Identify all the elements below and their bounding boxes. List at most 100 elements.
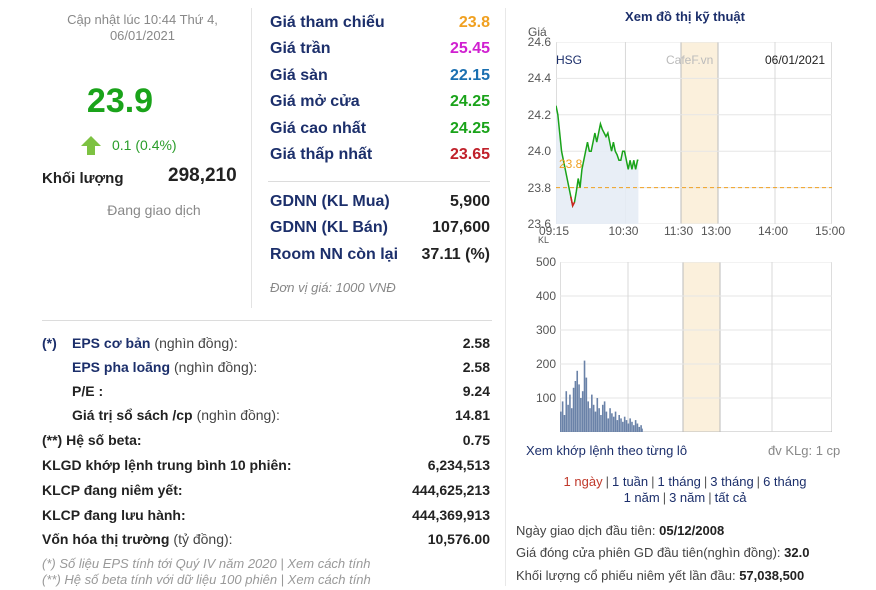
volume-bar: [587, 401, 589, 432]
divider: [505, 8, 506, 586]
volume-bar: [629, 418, 631, 432]
listing-info-row: Ngày giao dịch đầu tiên: 05/12/2008: [516, 523, 724, 538]
foreign-row-value: 107,600: [432, 219, 490, 236]
volume-bar: [589, 408, 591, 432]
stat-name: EPS cơ bản: [72, 335, 151, 351]
volume-unit-note: đv KLg: 1 cp: [768, 443, 841, 458]
volume-bar: [627, 423, 630, 432]
foreign-row-label: GDNN (KL Mua): [270, 193, 390, 210]
volume-bar: [580, 398, 582, 432]
price-row: Giá trần 25.45: [270, 38, 490, 60]
price-row: Giá mở cửa 24.25: [270, 91, 490, 113]
price-row-label: Giá sàn: [270, 67, 328, 84]
volume-bar: [578, 384, 580, 432]
stat-value: 444,369,913: [412, 507, 490, 523]
volume-grid: [560, 262, 832, 432]
foreign-row: GDNN (KL Bán) 107,600: [270, 217, 490, 239]
volume-bar: [598, 408, 600, 432]
price-row-value: 22.15: [449, 67, 490, 84]
eps-footnote[interactable]: (*) Số liệu EPS tính tới Quý IV năm 2020…: [42, 556, 371, 571]
price-row: Giá sàn 22.15: [270, 65, 490, 87]
separator: |: [703, 474, 708, 489]
price-unit-note: Đơn vị giá: 1000 VNĐ: [270, 280, 396, 295]
separator: |: [708, 490, 712, 505]
stat-unit: (nghìn đồng):: [196, 407, 280, 423]
volume-bars: [560, 360, 643, 432]
price-x-tick: 09:15: [539, 224, 570, 238]
separator: |: [756, 474, 761, 489]
trading-status: Đang giao dịch: [107, 202, 201, 218]
volume-bar: [634, 420, 637, 432]
price-row-value: 23.8: [458, 14, 490, 31]
separator: |: [662, 490, 667, 505]
range-link[interactable]: 1 tuần: [611, 474, 649, 489]
volume-y-tick: 200: [535, 357, 556, 371]
stat-value: 14.81: [454, 407, 490, 423]
volume-bar: [636, 423, 639, 432]
range-link[interactable]: 1 tháng: [657, 474, 701, 489]
volume-bar: [641, 428, 643, 432]
chart-date: 06/01/2021: [765, 53, 826, 67]
price-area: [556, 105, 639, 224]
price-row-label: Giá thấp nhất: [270, 146, 373, 163]
range-link[interactable]: 6 tháng: [763, 474, 807, 489]
volume-bar: [581, 391, 584, 432]
listing-info-label: Giá đóng cửa phiên GD đầu tiên(nghìn đồn…: [516, 545, 785, 560]
current-price: 23.9: [86, 82, 154, 120]
price-row-value: 24.25: [449, 93, 490, 110]
price-row: Giá tham chiếu 23.8: [270, 12, 490, 34]
stat-row: (*) EPS cơ bản (nghìn đồng): 2.58: [42, 333, 490, 353]
volume-bar: [625, 420, 628, 432]
volume-y-tick: 500: [535, 255, 556, 269]
volume-bar: [560, 411, 562, 432]
stat-value: 444,625,213: [412, 482, 490, 498]
stat-name: Giá trị sổ sách /cp: [72, 407, 193, 423]
volume-bar: [596, 398, 599, 432]
volume-bar: [609, 408, 611, 432]
stat-value: 9.24: [462, 383, 490, 399]
reference-price-label: 23.8: [559, 157, 583, 171]
range-link[interactable]: 1 ngày: [563, 474, 603, 489]
range-link[interactable]: tất cả: [714, 490, 747, 505]
match-by-lot-link[interactable]: Xem khớp lệnh theo từng lô: [526, 443, 688, 458]
volume-label: Khối lượng: [42, 170, 124, 187]
range-link[interactable]: 1 năm: [623, 490, 660, 505]
stat-row: KLCP đang lưu hành: 444,369,913: [42, 505, 490, 525]
stat-row: KLGD khớp lệnh trung bình 10 phiên: 6,234…: [42, 455, 490, 475]
stat-unit: (tỷ đồng):: [173, 531, 233, 547]
listing-info-label: Ngày giao dịch đầu tiên:: [516, 523, 660, 538]
volume-bar: [603, 401, 606, 432]
volume-bar: [569, 394, 571, 432]
volume-bar: [614, 411, 617, 432]
foreign-row-value: 37.11 (%): [421, 246, 490, 263]
volume-bar: [601, 404, 604, 432]
volume-bar: [620, 418, 622, 432]
stat-prefix: (*): [42, 335, 57, 351]
range-link[interactable]: 3 năm: [669, 490, 706, 505]
price-line: [556, 105, 639, 209]
range-link[interactable]: 3 tháng: [710, 474, 754, 489]
stat-name: KLGD khớp lệnh trung bình 10 phiên:: [42, 457, 292, 473]
volume-bar: [622, 421, 624, 432]
chart-ticker: HSG: [556, 53, 583, 67]
price-x-tick: 15:00: [815, 224, 846, 238]
listing-info-value: 57,038,500: [739, 568, 805, 583]
lunch-break-band: [682, 262, 721, 432]
foreign-row-label: Room NN còn lại: [270, 246, 399, 263]
volume-bar: [616, 420, 619, 432]
volume-bar: [638, 426, 641, 432]
price-row-label: Giá cao nhất: [270, 120, 367, 137]
listing-info-value: 05/12/2008: [659, 523, 725, 538]
volume-bar: [618, 415, 621, 432]
volume-axis-title: KL: [538, 235, 550, 245]
beta-footnote[interactable]: (**) Hệ số beta tính với dữ liệu 100 phi…: [42, 572, 371, 587]
stat-name: KLCP đang lưu hành:: [42, 507, 186, 523]
separator: |: [651, 474, 655, 489]
stat-unit: (nghìn đồng):: [174, 359, 258, 375]
chart-title-link[interactable]: Xem đồ thị kỹ thuật: [625, 9, 745, 24]
stat-row: Giá trị sổ sách /cp (nghìn đồng): 14.81: [42, 405, 490, 425]
volume-bar: [607, 418, 610, 432]
price-row-value: 24.25: [449, 120, 490, 137]
price-axis-title: Giá: [528, 25, 547, 39]
volume-bar: [594, 411, 597, 432]
